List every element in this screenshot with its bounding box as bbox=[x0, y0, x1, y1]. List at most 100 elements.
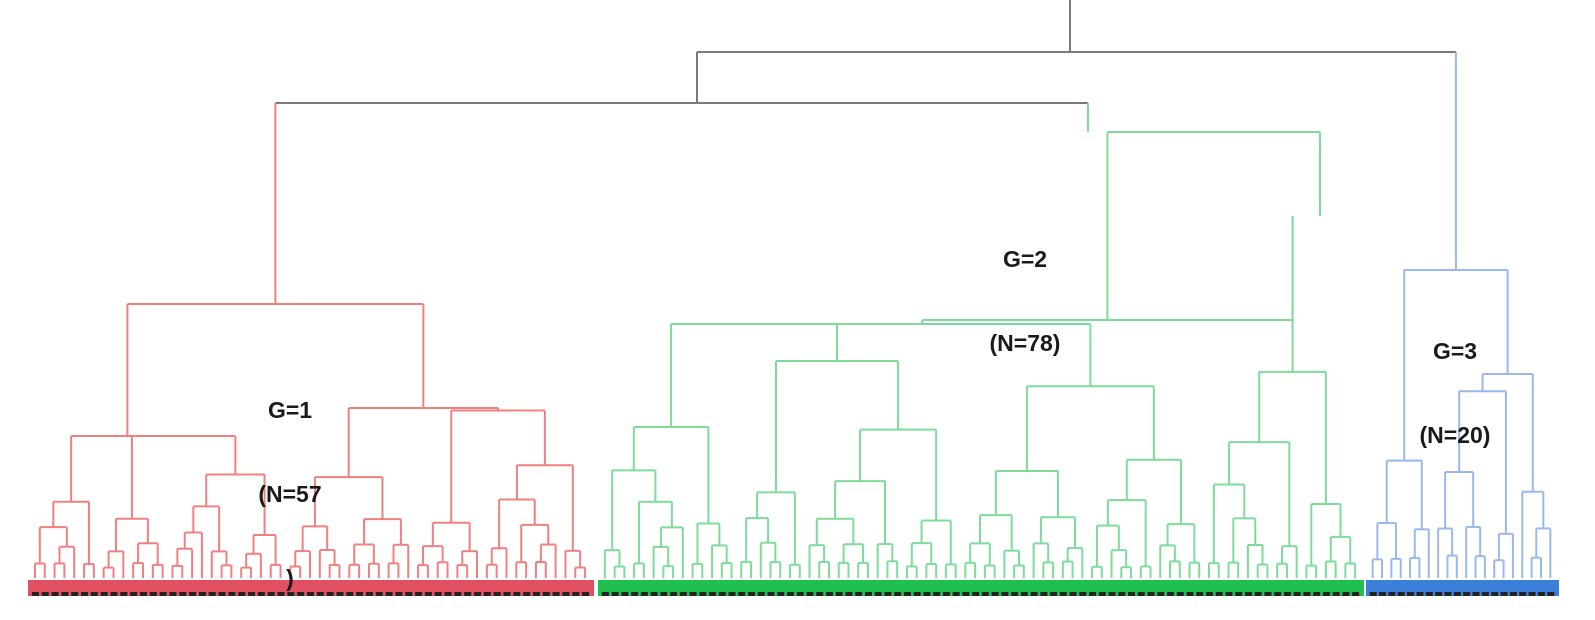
leaf-tick bbox=[1001, 592, 1009, 596]
leaf-tick bbox=[738, 592, 746, 596]
leaf-tick bbox=[884, 592, 892, 596]
leaf-tick bbox=[542, 592, 550, 596]
leaf-tick bbox=[1322, 592, 1330, 596]
leaf-tick bbox=[777, 592, 785, 596]
leaf-tick bbox=[464, 592, 472, 596]
leaf-tick bbox=[894, 592, 902, 596]
leaf-tick bbox=[385, 592, 393, 596]
leaf-tick bbox=[1157, 592, 1165, 596]
leaf-tick bbox=[297, 592, 305, 596]
leaf-tick bbox=[1264, 592, 1272, 596]
leaf-tick bbox=[395, 592, 403, 596]
leaf-tick bbox=[767, 592, 775, 596]
leaf-tick bbox=[874, 592, 882, 596]
leaf-tick bbox=[356, 592, 364, 596]
leaf-tick bbox=[61, 592, 69, 596]
leaf-tick bbox=[1040, 592, 1048, 596]
leaf-tick bbox=[1519, 592, 1527, 596]
leaf-tick bbox=[1342, 592, 1350, 596]
leaf-tick bbox=[1397, 592, 1405, 596]
leaf-tick bbox=[709, 592, 717, 596]
leaf-tick bbox=[787, 592, 794, 596]
leaf-tick bbox=[1453, 592, 1461, 596]
leaf-tick bbox=[228, 592, 236, 596]
leaf-tick bbox=[1491, 592, 1499, 596]
leaf-tick bbox=[1059, 592, 1067, 596]
leaf-tick bbox=[864, 592, 872, 596]
leaf-tick bbox=[81, 592, 89, 596]
leaf-tick bbox=[572, 592, 580, 596]
leaf-tick bbox=[1167, 592, 1174, 596]
leaf-tick bbox=[532, 592, 540, 596]
leaf-tick bbox=[942, 592, 950, 596]
leaf-tick bbox=[855, 592, 863, 596]
leaf-tick bbox=[913, 592, 921, 596]
leaf-tick bbox=[179, 592, 187, 596]
leaf-tick bbox=[336, 592, 344, 596]
cluster-g1-label: G=1 (N=57 ) bbox=[240, 340, 340, 620]
leaf-tick bbox=[1500, 592, 1508, 596]
leaf-tick bbox=[218, 592, 226, 596]
leaf-tick bbox=[1098, 592, 1106, 596]
leaf-tick bbox=[198, 592, 206, 596]
leaf-tick bbox=[90, 592, 98, 596]
leaf-tick bbox=[1435, 592, 1443, 596]
leaf-tick bbox=[718, 592, 726, 596]
leaf-tick bbox=[1444, 592, 1452, 596]
leaf-tick bbox=[1225, 592, 1233, 596]
leaf-tick bbox=[434, 592, 442, 596]
leaf-tick bbox=[139, 592, 147, 596]
leaf-tick bbox=[962, 592, 970, 596]
leaf-tick bbox=[825, 592, 833, 596]
leaf-tick bbox=[130, 592, 138, 596]
leaf-tick bbox=[981, 592, 989, 596]
leaf-tick bbox=[454, 592, 462, 596]
leaf-tick bbox=[1369, 592, 1377, 596]
leaf-tick bbox=[365, 592, 373, 596]
leaf-tick bbox=[248, 592, 256, 596]
leaf-tick bbox=[1547, 592, 1555, 596]
leaf-tick bbox=[552, 592, 560, 596]
leaf-tick bbox=[149, 592, 157, 596]
leaf-tick bbox=[972, 592, 980, 596]
leaf-tick bbox=[816, 592, 824, 596]
leaf-tick bbox=[991, 592, 999, 596]
cluster-g1-label-line3: ) bbox=[286, 565, 294, 591]
leaf-tick bbox=[1425, 592, 1433, 596]
leaf-tick bbox=[277, 592, 285, 596]
leaf-tick bbox=[1472, 592, 1480, 596]
leaf-tick bbox=[679, 592, 687, 596]
leaf-tick bbox=[660, 592, 668, 596]
leaf-tick bbox=[845, 592, 853, 596]
leaf-tick bbox=[493, 592, 501, 596]
leaf-tick bbox=[611, 592, 619, 596]
leaf-tick bbox=[189, 592, 197, 596]
leaf-tick bbox=[1463, 592, 1471, 596]
leaf-tick bbox=[1089, 592, 1097, 596]
leaf-tick bbox=[1176, 592, 1184, 596]
leaf-tick bbox=[483, 592, 491, 596]
leaf-tick bbox=[1069, 592, 1077, 596]
leaf-tick bbox=[287, 592, 295, 596]
leaf-tick bbox=[728, 592, 736, 596]
leaf-tick bbox=[1293, 592, 1301, 596]
leaf-tick bbox=[1303, 592, 1311, 596]
leaf-tick bbox=[159, 592, 167, 596]
cluster-g3-label-line1: G=3 bbox=[1432, 338, 1478, 364]
leaf-tick bbox=[513, 592, 521, 596]
leaf-tick bbox=[316, 592, 324, 596]
leaf-tick bbox=[806, 592, 814, 596]
leaf-tick bbox=[796, 592, 804, 596]
cluster-g1-links bbox=[33, 103, 587, 578]
leaf-tick bbox=[1379, 592, 1387, 596]
leaf-tick bbox=[1079, 592, 1087, 596]
leaf-tick bbox=[631, 592, 639, 596]
leaf-tick bbox=[71, 592, 79, 596]
leaf-tick bbox=[1020, 592, 1028, 596]
leaf-tick bbox=[1332, 592, 1340, 596]
leaf-tick bbox=[523, 592, 531, 596]
leaf-tick bbox=[670, 592, 678, 596]
leaf-tick bbox=[307, 592, 314, 596]
leaf-tick bbox=[903, 592, 911, 596]
